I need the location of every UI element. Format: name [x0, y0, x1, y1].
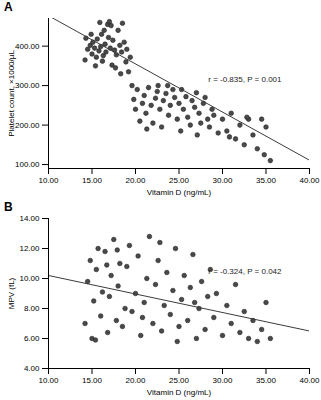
svg-text:10.00: 10.00 — [38, 376, 59, 385]
svg-text:40.00: 40.00 — [299, 176, 320, 185]
svg-text:200.00: 200.00 — [15, 121, 40, 130]
svg-text:15.00: 15.00 — [82, 176, 103, 185]
svg-text:400.00: 400.00 — [15, 42, 40, 51]
svg-text:15.00: 15.00 — [82, 376, 103, 385]
svg-text:8.00: 8.00 — [24, 304, 40, 313]
html-text:B: B — [4, 200, 13, 214]
svg-text:25.00: 25.00 — [169, 176, 190, 185]
svg-text:Vitamin D (ng/mL): Vitamin D (ng/mL) — [147, 388, 212, 397]
svg-text:20.00: 20.00 — [125, 176, 146, 185]
svg-text:100.00: 100.00 — [15, 160, 40, 169]
svg-text:30.00: 30.00 — [212, 376, 233, 385]
svg-text:30.00: 30.00 — [212, 176, 233, 185]
svg-text:10.00: 10.00 — [19, 274, 40, 283]
svg-text:Platelet count, ×1000/µL: Platelet count, ×1000/µL — [7, 50, 16, 137]
svg-text:10.00: 10.00 — [38, 176, 59, 185]
svg-text:300.00: 300.00 — [15, 81, 40, 90]
svg-text:35.00: 35.00 — [256, 376, 277, 385]
svg-text:14.00: 14.00 — [19, 214, 40, 223]
svg-text:MPV (fL): MPV (fL) — [7, 277, 16, 309]
html-text:A: A — [4, 0, 13, 14]
svg-text:40.00: 40.00 — [299, 376, 320, 385]
svg-text:35.00: 35.00 — [256, 176, 277, 185]
svg-text:Vitamin D (ng/mL): Vitamin D (ng/mL) — [147, 188, 212, 197]
svg-text:20.00: 20.00 — [125, 376, 146, 385]
svg-text:r = -0.835, P = 0.001: r = -0.835, P = 0.001 — [208, 75, 282, 84]
svg-text:25.00: 25.00 — [169, 376, 190, 385]
svg-text:r = -0.324, P = 0.042: r = -0.324, P = 0.042 — [208, 267, 282, 276]
svg-text:12.00: 12.00 — [19, 244, 40, 253]
svg-text:4.00: 4.00 — [24, 364, 40, 373]
svg-text:6.00: 6.00 — [24, 334, 40, 343]
